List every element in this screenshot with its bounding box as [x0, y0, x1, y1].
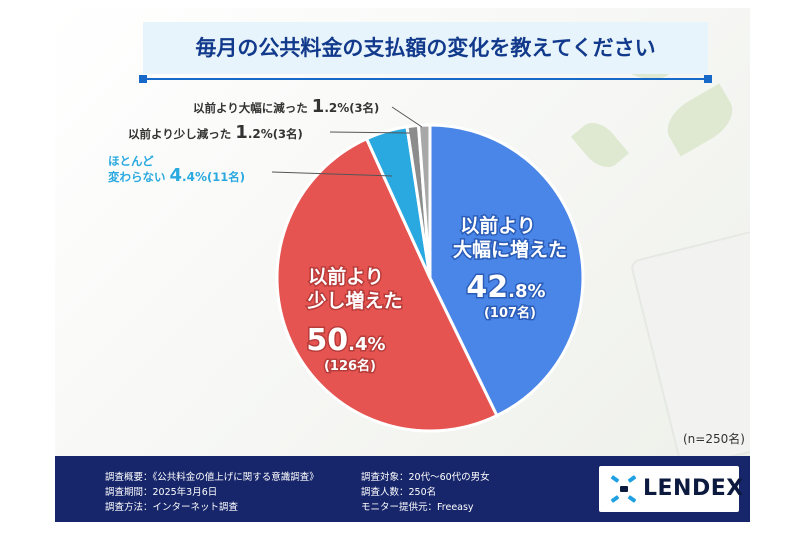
survey-count: 調査人数：250名 — [361, 487, 437, 498]
pie-inner-labels: 以前より 大幅に増えた 42.8% (107名) 以前より 少し増えた 50.4… — [305, 213, 569, 376]
callout-no-change-label2: 変わらない — [108, 170, 166, 184]
callout-large-decrease-decimal: .2% — [324, 101, 349, 115]
callout-small-decrease: 以前より少し減った 1.2%(3名) — [128, 122, 303, 143]
callout-line-no-change — [271, 171, 393, 177]
survey-monitor-source: モニター提供元：Freeasy — [361, 502, 474, 513]
callout-no-change-decimal: .4% — [182, 170, 207, 184]
callout-large-decrease-count: (3名) — [349, 101, 379, 115]
survey-info-right: 調査対象：20代〜60代の男女 調査人数：250名 モニター提供元：Freeas… — [361, 470, 490, 515]
slice-value-decimal-small-increase: .4% — [348, 334, 385, 355]
callout-large-decrease-int: 1 — [312, 96, 325, 117]
callout-small-decrease-count: (3名) — [273, 127, 303, 141]
pie-slice-large-decrease — [416, 123, 432, 279]
callout-small-decrease-decimal: .2% — [248, 127, 273, 141]
callout-no-change-line2: 変わらない 4.4%(11名) — [108, 165, 245, 186]
callout-large-decrease-label: 以前より大幅に減った — [193, 101, 308, 115]
slice-value-small-increase: 50.4% — [306, 323, 385, 358]
sample-size-note: (n=250名) — [683, 432, 745, 446]
title-underline — [143, 78, 708, 80]
lendex-logo-icon — [610, 475, 637, 503]
page-title: 毎月の公共料金の支払額の変化を教えてください — [195, 36, 656, 60]
callout-small-decrease-label: 以前より少し減った — [128, 127, 231, 141]
title-banner: 毎月の公共料金の支払額の変化を教えてください — [143, 22, 708, 74]
lendex-logo: LENDEX — [599, 466, 743, 512]
title-rule-left-dot — [139, 75, 147, 83]
callout-large-decrease: 以前より大幅に減った 1.2%(3名) — [193, 96, 379, 117]
pie-callouts: 以前より大幅に減った 1.2%(3名) 以前より少し減った 1.2%(3名) ほとん… — [108, 96, 423, 186]
callout-no-change-count: (11名) — [207, 170, 245, 184]
callout-line-small-decrease — [329, 131, 411, 134]
slice-label-large-increase-line2: 大幅に増えた — [453, 238, 567, 261]
callout-line-large-decrease — [391, 106, 423, 128]
survey-period: 調査期間：2025年3月6日 — [105, 487, 218, 498]
pie-slice-small-increase — [275, 136, 499, 433]
slice-label-large-increase-line1: 以前より — [460, 214, 536, 237]
callout-small-decrease-int: 1 — [235, 122, 248, 143]
title-rule-right-dot — [704, 75, 712, 83]
slice-label-small-increase-line2: 少し増えた — [306, 289, 402, 312]
slice-label-small-increase-line1: 以前より — [308, 265, 384, 288]
slice-value-large-increase: 42.8% — [466, 270, 545, 305]
slice-value-decimal-large-increase: .8% — [508, 281, 545, 302]
pie-slices — [275, 123, 585, 433]
slice-value-int-small-increase: 50 — [306, 323, 348, 358]
slice-value-int-large-increase: 42 — [466, 270, 508, 305]
slice-count-large-increase: (107名) — [484, 305, 536, 321]
pie-slice-large-increase — [428, 123, 585, 418]
slice-count-small-increase: (126名) — [324, 358, 376, 374]
callout-no-change-line1: ほとんど — [108, 154, 154, 168]
survey-overview: 調査概要：《公共料金の値上げに関する意識調査》 — [105, 472, 319, 483]
survey-target: 調査対象：20代〜60代の男女 — [361, 472, 490, 483]
survey-info-left: 調査概要：《公共料金の値上げに関する意識調査》 調査期間：2025年3月6日 調… — [105, 470, 319, 515]
survey-footer: 調査概要：《公共料金の値上げに関する意識調査》 調査期間：2025年3月6日 調… — [55, 456, 750, 522]
survey-method: 調査方法：インターネット調査 — [105, 502, 239, 513]
lendex-logo-text: LENDEX — [643, 476, 744, 501]
callout-no-change-int: 4 — [170, 165, 183, 186]
